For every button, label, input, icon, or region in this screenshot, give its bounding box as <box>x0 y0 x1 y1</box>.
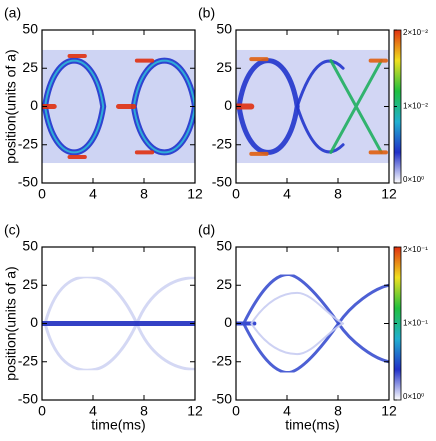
y-tick-label: 25 <box>216 276 232 292</box>
density-pattern <box>251 293 343 354</box>
density-pattern <box>45 324 195 371</box>
x-tick-label: 12 <box>381 186 397 202</box>
y-axis-label: position(units of a) <box>3 49 19 163</box>
y-tick-label: 0 <box>224 314 232 330</box>
x-tick-label: 8 <box>140 403 148 419</box>
colorbar-tick-label: 0×10⁰ <box>403 175 424 184</box>
x-tick-label: 0 <box>38 186 46 202</box>
y-tick-label: -50 <box>18 391 38 407</box>
x-tick-label: 4 <box>283 186 291 202</box>
x-axis-label: time(ms) <box>285 417 339 433</box>
colorbar-tick-label: 2×10⁻² <box>403 28 428 37</box>
y-tick-label: 25 <box>22 59 38 75</box>
density-pattern <box>244 285 389 372</box>
density-pattern <box>251 59 386 154</box>
density-pattern <box>45 61 103 153</box>
y-tick-label: -25 <box>18 352 38 368</box>
x-tick-label: 0 <box>38 403 46 419</box>
y-tick-label: 0 <box>30 314 38 330</box>
y-axis-label: position(units of a) <box>3 266 19 380</box>
heatmap <box>236 50 389 163</box>
density-pattern <box>331 61 381 153</box>
y-tick-label: 50 <box>216 238 232 254</box>
y-tick-label: 0 <box>224 97 232 113</box>
plot-frame <box>235 246 390 401</box>
density-pattern <box>70 56 153 157</box>
colorbar-tick-label: 0×10⁰ <box>403 392 424 401</box>
y-tick-label: 0 <box>30 97 38 113</box>
y-tick-label: 50 <box>216 21 232 37</box>
density-pattern <box>134 61 195 153</box>
x-tick-label: 12 <box>187 403 203 419</box>
colorbar-tick-label: 1×10⁻² <box>403 102 428 111</box>
x-tick-label: 8 <box>140 186 148 202</box>
x-tick-label: 4 <box>283 403 291 419</box>
density-pattern <box>236 49 389 164</box>
density-pattern <box>244 274 389 361</box>
panel-label: (a) <box>4 5 21 21</box>
colorbar-tick-label: 1×10⁻¹ <box>403 319 428 328</box>
y-tick-label: 25 <box>216 59 232 75</box>
y-tick-label: 50 <box>22 21 38 37</box>
y-tick-label: -50 <box>212 174 232 190</box>
panel-label: (d) <box>198 222 215 238</box>
heatmap <box>42 50 195 163</box>
x-tick-label: 8 <box>334 403 342 419</box>
y-tick-label: -50 <box>212 391 232 407</box>
y-tick-label: 50 <box>22 238 38 254</box>
colorbar-tick-label: 2×10⁻¹ <box>403 245 428 254</box>
x-tick-label: 0 <box>232 403 240 419</box>
heatmap <box>42 277 195 371</box>
y-tick-label: 25 <box>22 276 38 292</box>
y-tick-label: -25 <box>18 135 38 151</box>
heatmap <box>236 274 389 372</box>
x-tick-label: 4 <box>89 403 97 419</box>
x-tick-label: 4 <box>89 186 97 202</box>
x-tick-label: 12 <box>187 186 203 202</box>
y-tick-label: -25 <box>212 135 232 151</box>
x-axis-label: time(ms) <box>91 417 145 433</box>
y-tick-label: -50 <box>18 174 38 190</box>
panel-label: (b) <box>198 5 215 21</box>
x-tick-label: 8 <box>334 186 342 202</box>
density-pattern <box>45 277 195 324</box>
x-tick-label: 0 <box>232 186 240 202</box>
y-tick-label: -25 <box>212 352 232 368</box>
density-pattern <box>297 61 343 152</box>
x-tick-label: 12 <box>381 403 397 419</box>
panel-label: (c) <box>4 222 20 238</box>
